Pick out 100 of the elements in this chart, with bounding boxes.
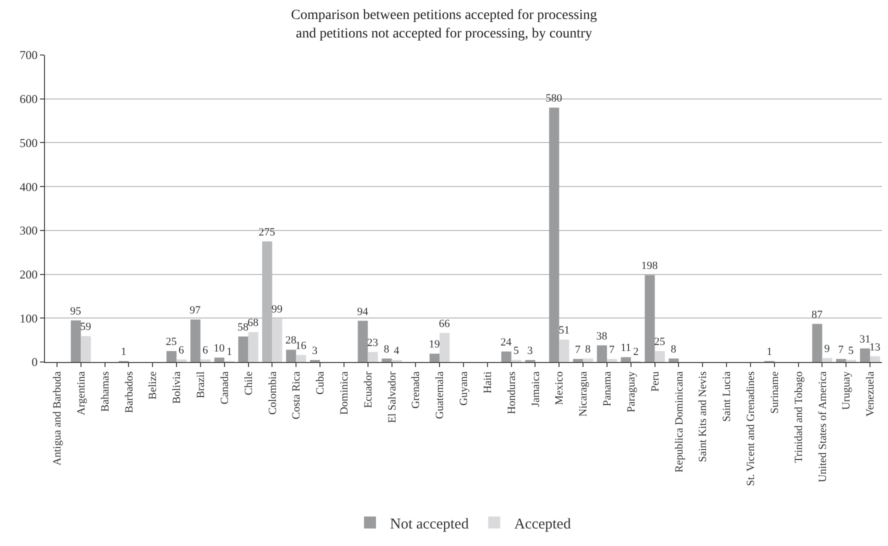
bar xyxy=(80,336,91,362)
bar xyxy=(549,108,560,362)
bar xyxy=(248,332,258,362)
data-label: 10 xyxy=(214,342,226,355)
data-label: 6 xyxy=(202,344,208,356)
x-tick-label: Brazil xyxy=(195,371,208,398)
bar xyxy=(596,345,607,362)
x-tick-label: Costa Rica xyxy=(290,371,303,420)
x-tick-label: Jamaica xyxy=(530,371,542,407)
x-tick-label: Venezuela xyxy=(864,371,877,417)
data-label: 51 xyxy=(558,324,570,337)
x-tick-label: Mexico xyxy=(554,370,566,406)
data-label: 6 xyxy=(178,344,185,356)
y-tick-label: 700 xyxy=(20,48,38,62)
x-tick-label: Ecuador xyxy=(362,371,374,408)
y-tick-label: 500 xyxy=(20,136,38,150)
data-label: 87 xyxy=(811,308,823,321)
bar xyxy=(606,358,618,362)
bar xyxy=(382,358,392,362)
x-tick-label: Paraguay xyxy=(625,370,638,412)
bar xyxy=(440,333,450,362)
bar xyxy=(238,336,248,362)
data-label: 19 xyxy=(428,338,440,351)
data-label: 1 xyxy=(766,346,772,358)
x-tick-label: Panama xyxy=(602,371,614,406)
data-label: 7 xyxy=(609,344,616,356)
data-label: 31 xyxy=(860,333,871,346)
y-tick-label: 400 xyxy=(20,180,38,194)
data-label: 3 xyxy=(312,345,318,357)
data-label: 275 xyxy=(258,226,276,238)
x-tick-label: Guatemala xyxy=(434,371,446,420)
data-label: 11 xyxy=(620,342,632,354)
data-label: 7 xyxy=(575,344,582,356)
bar xyxy=(644,275,655,362)
bar xyxy=(836,358,846,362)
bar xyxy=(190,319,200,362)
x-tick-label: Nicaragua xyxy=(578,371,590,417)
data-label: 13 xyxy=(869,341,881,354)
bar xyxy=(286,350,296,362)
bar xyxy=(620,357,631,362)
x-tick-label: United States of America xyxy=(816,371,829,482)
x-tick-label: Peru xyxy=(649,370,662,392)
data-label: 8 xyxy=(384,343,390,356)
data-label: 3 xyxy=(527,345,534,357)
bar xyxy=(812,324,822,362)
legend-label: Not accepted xyxy=(390,516,470,532)
bar xyxy=(573,358,584,362)
data-label: 25 xyxy=(166,336,178,348)
bar xyxy=(668,358,679,362)
data-label: 8 xyxy=(585,343,592,356)
x-tick-label: Belize xyxy=(147,371,160,400)
bar xyxy=(176,359,187,362)
bar xyxy=(501,351,512,362)
x-tick-label: Uruguay xyxy=(840,370,853,410)
data-label: 95 xyxy=(70,305,82,318)
data-label: 198 xyxy=(641,260,658,272)
bar xyxy=(559,340,570,362)
data-label: 23 xyxy=(367,336,379,349)
bar xyxy=(368,352,378,362)
x-tick-label: Saint Kits and Nevis xyxy=(697,371,710,462)
data-label: 28 xyxy=(285,334,297,347)
bar xyxy=(870,356,880,362)
data-label: 24 xyxy=(500,336,512,348)
y-tick-label: 100 xyxy=(20,311,38,326)
x-tick-label: Cuba xyxy=(314,371,327,395)
data-label: 5 xyxy=(513,344,520,357)
x-tick-label: Haiti xyxy=(482,371,494,394)
data-label: 9 xyxy=(824,343,830,356)
x-tick-label: Dominica xyxy=(338,371,351,415)
bar xyxy=(214,358,224,362)
data-label: 59 xyxy=(80,321,92,334)
x-tick-label: Saint Lucia xyxy=(721,371,734,422)
x-tick-label: Honduras xyxy=(506,371,518,414)
data-label: 16 xyxy=(295,340,307,352)
chart-title: Comparison between petitions accepted for processing and petitions not accepted for processing, by country xyxy=(291,8,597,42)
bar xyxy=(430,354,440,362)
x-tick-label: Barbados xyxy=(123,371,136,413)
data-label: 4 xyxy=(394,345,400,357)
data-label: 8 xyxy=(670,343,677,356)
bar xyxy=(358,320,368,362)
bar xyxy=(200,359,210,362)
x-tick-label: El Salvador xyxy=(386,371,398,424)
x-tick-label: Antigua and Barbuda xyxy=(52,371,64,466)
data-label: 25 xyxy=(654,336,666,348)
x-tick-label: Colombia xyxy=(266,371,279,415)
data-label: 2 xyxy=(633,346,639,358)
x-tick-label: Canada xyxy=(218,371,231,404)
x-tick-label: Bolivia xyxy=(171,371,184,404)
data-label: 5 xyxy=(848,344,854,357)
bar xyxy=(166,351,177,362)
data-label: 94 xyxy=(357,306,369,318)
data-label: 38 xyxy=(596,330,608,342)
x-tick-label: Argentina xyxy=(75,371,88,416)
x-tick-label: Bahamas xyxy=(99,371,112,412)
data-label: 58 xyxy=(238,322,249,334)
x-tick-label: Chile xyxy=(242,371,255,396)
bar xyxy=(272,318,282,362)
bar xyxy=(70,320,81,362)
data-label: 7 xyxy=(838,344,844,356)
data-label: 66 xyxy=(438,318,450,330)
